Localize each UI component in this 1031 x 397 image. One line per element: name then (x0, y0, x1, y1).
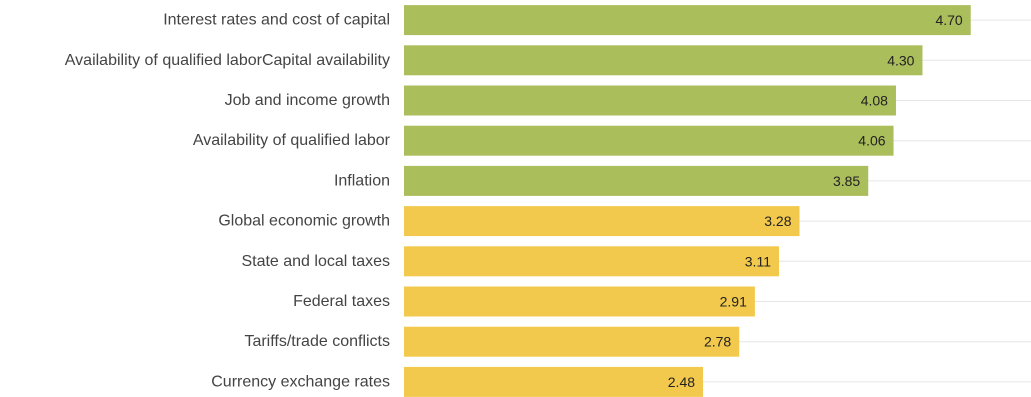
category-label: Currency exchange rates (211, 373, 390, 390)
value-label: 4.30 (887, 52, 914, 68)
category-label: Availability of qualified laborCapital a… (65, 52, 390, 69)
value-label: 3.11 (745, 253, 771, 269)
category-labels: Interest rates and cost of capital Availa… (65, 12, 391, 391)
bar (404, 85, 896, 116)
bar (404, 246, 779, 277)
bar (404, 125, 894, 156)
bar (404, 206, 800, 237)
category-label: Interest rates and cost of capital (163, 12, 390, 29)
value-label: 3.28 (764, 213, 791, 229)
bars (404, 5, 971, 397)
value-label: 4.70 (935, 12, 962, 28)
category-label: Job and income growth (225, 92, 390, 109)
category-label: Inflation (334, 172, 390, 189)
value-label: 4.06 (858, 133, 885, 149)
category-label: Tariffs/trade conflicts (244, 333, 390, 350)
value-labels: 4.70 4.30 4.08 4.06 3.85 3.28 3.11 2.91 2.78 2.48 (668, 12, 963, 390)
category-label: Availability of qualified labor (193, 132, 391, 149)
category-label: Global economic growth (218, 213, 390, 230)
bar (404, 366, 704, 397)
category-label: State and local taxes (241, 253, 390, 270)
bar (404, 286, 755, 317)
bar (404, 165, 869, 196)
category-label: Federal taxes (293, 293, 390, 310)
value-label: 2.91 (720, 294, 747, 310)
value-label: 4.08 (861, 93, 888, 109)
value-label: 2.78 (704, 334, 731, 350)
bar (404, 45, 923, 76)
bar (404, 5, 971, 36)
value-label: 2.48 (668, 374, 695, 390)
bar (404, 326, 740, 357)
value-label: 3.85 (833, 173, 860, 189)
